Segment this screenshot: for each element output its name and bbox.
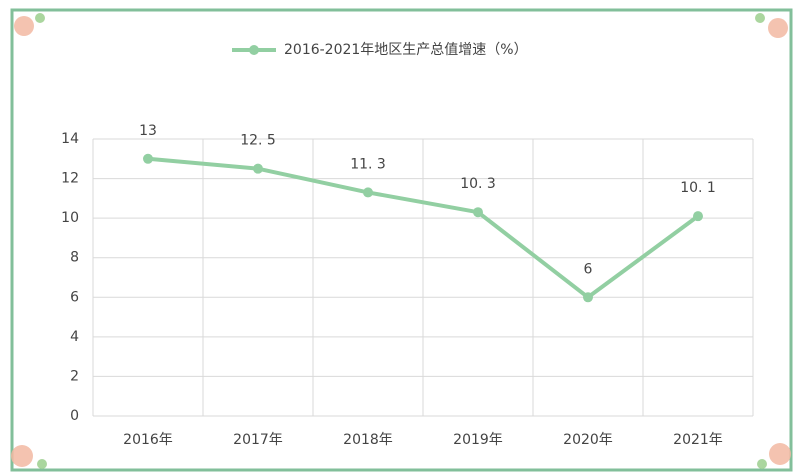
y-tick-label: 10 [61,210,79,226]
y-tick-label: 2 [70,368,79,384]
y-tick-label: 14 [61,131,79,147]
data-label: 10. 1 [680,180,716,196]
data-point [253,163,263,174]
x-tick-label: 2016年 [123,432,173,448]
frame [10,8,793,472]
data-point [693,211,703,222]
data-label: 11. 3 [350,156,386,172]
y-tick-label: 6 [70,289,79,305]
legend-label: 2016-2021年地区生产总值增速（%） [284,42,528,58]
data-point [583,292,593,303]
y-tick-label: 12 [61,171,79,187]
y-tick-label: 4 [70,329,79,345]
data-point [363,187,373,198]
data-point [143,153,153,164]
y-tick-label: 8 [70,250,79,266]
data-label: 10. 3 [460,176,496,192]
x-tick-label: 2019年 [453,432,503,448]
data-label: 13 [139,123,157,139]
x-tick-label: 2017年 [233,432,283,448]
data-point [473,207,483,218]
corner-decoration [11,13,791,469]
data-line [147,156,700,300]
x-tick-label: 2021年 [673,432,723,448]
x-tick-label: 2020年 [563,432,613,448]
legend-marker [249,45,259,55]
data-label: 12. 5 [240,133,276,149]
y-tick-label: 0 [70,408,79,424]
x-tick-label: 2018年 [343,432,393,448]
data-label: 6 [584,261,593,277]
